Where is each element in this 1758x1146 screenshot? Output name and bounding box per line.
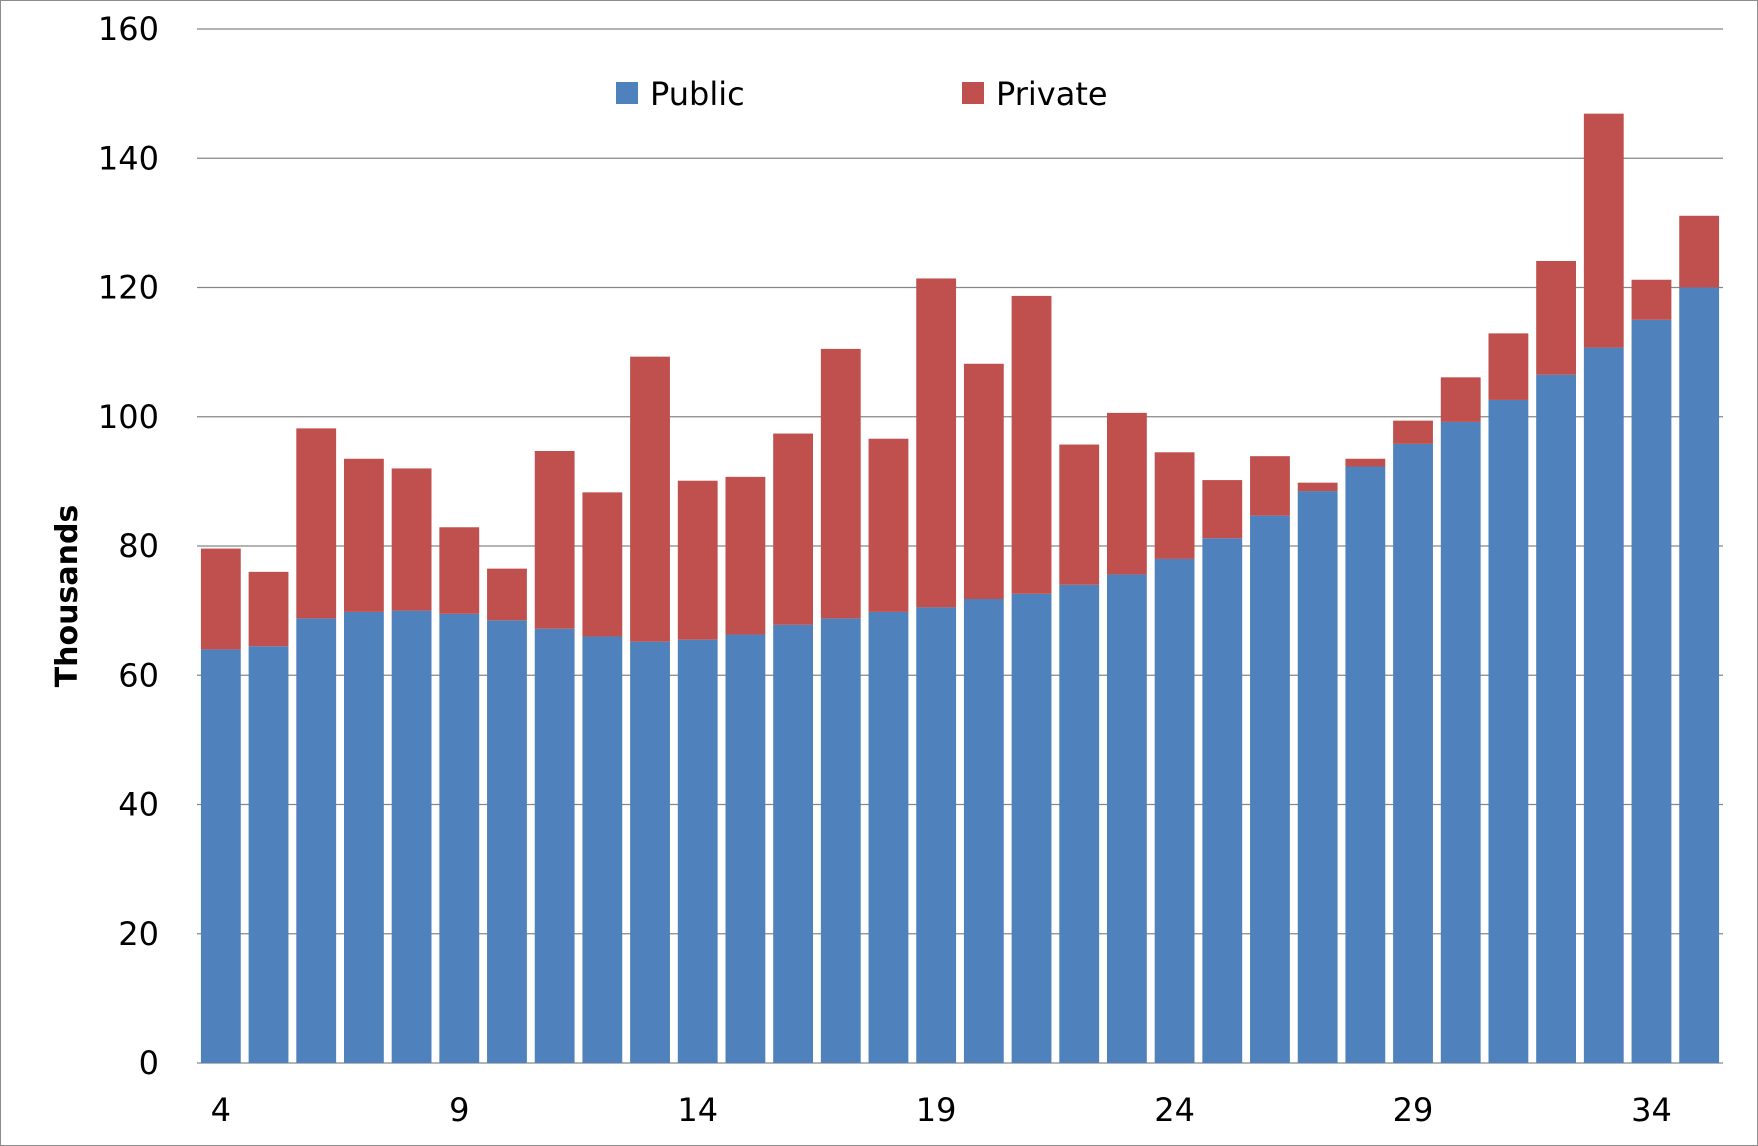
x-tick-label: 34: [1631, 1091, 1672, 1129]
bar-private-17: [820, 348, 861, 619]
bar-public-7: [343, 611, 384, 1063]
y-tick-label: 140: [98, 139, 159, 177]
bar-private-34: [1631, 279, 1672, 320]
bar-private-6: [296, 428, 337, 619]
bar-private-16: [773, 433, 814, 625]
y-tick-label: 120: [98, 269, 159, 307]
y-tick-label: 80: [118, 527, 159, 565]
x-tick-label: 29: [1393, 1091, 1434, 1129]
y-tick-label: 160: [98, 10, 159, 48]
bar-private-32: [1536, 261, 1577, 375]
bar-private-20: [963, 363, 1004, 599]
bar-public-27: [1297, 491, 1338, 1064]
bar-public-13: [630, 641, 670, 1063]
bar-private-33: [1583, 113, 1624, 348]
bar-public-24: [1154, 558, 1195, 1063]
bar-public-17: [820, 618, 861, 1063]
bar-private-19: [916, 278, 957, 608]
bar-public-15: [725, 634, 766, 1063]
bar-private-12: [582, 492, 623, 637]
bar-public-32: [1536, 374, 1577, 1063]
bar-private-29: [1393, 420, 1433, 444]
bar-private-25: [1202, 480, 1243, 539]
x-tick-label: 9: [449, 1091, 469, 1129]
bars: [200, 113, 1720, 1064]
bar-public-16: [773, 624, 814, 1063]
x-axis-ticks: 4 9 14 19 24 29 34: [211, 1091, 1672, 1129]
y-tick-label: 20: [118, 915, 159, 953]
bar-private-9: [439, 527, 480, 614]
x-tick-label: 14: [677, 1091, 718, 1129]
y-tick-label: 40: [118, 786, 159, 824]
bar-private-22: [1059, 444, 1100, 585]
bar-public-34: [1631, 319, 1672, 1063]
bar-public-8: [391, 610, 432, 1063]
y-tick-label: 100: [98, 398, 159, 436]
bar-public-29: [1393, 443, 1433, 1064]
y-axis-ticks: 0 20 40 60 80 100 120 140 160: [98, 10, 159, 1082]
x-tick-label: 24: [1154, 1091, 1195, 1129]
y-tick-label: 0: [139, 1044, 159, 1082]
bar-private-23: [1106, 412, 1147, 575]
bar-public-25: [1202, 538, 1243, 1063]
y-axis-title: Thousands: [50, 505, 85, 688]
bar-public-4: [200, 649, 241, 1063]
legend-swatch-private: [962, 82, 984, 104]
y-tick-label: 60: [118, 656, 159, 694]
bar-public-30: [1440, 421, 1481, 1063]
bar-public-20: [963, 598, 1004, 1063]
bar-public-26: [1250, 515, 1290, 1063]
bar-private-31: [1488, 333, 1529, 400]
legend-label-public: Public: [650, 75, 745, 113]
bar-private-21: [1011, 295, 1052, 594]
bar-private-11: [534, 451, 575, 629]
bar-public-14: [677, 639, 718, 1063]
bar-private-10: [487, 568, 527, 621]
x-tick-label: 19: [916, 1091, 957, 1129]
bar-public-19: [916, 607, 957, 1063]
legend: Public Private: [616, 75, 1108, 113]
bar-public-23: [1106, 574, 1147, 1063]
bar-public-18: [868, 611, 909, 1063]
bar-public-6: [296, 618, 337, 1063]
bar-private-27: [1297, 482, 1338, 492]
bar-private-24: [1154, 452, 1195, 559]
bar-private-5: [248, 571, 289, 647]
bar-private-30: [1440, 377, 1481, 422]
bar-public-35: [1679, 287, 1720, 1063]
bar-private-8: [391, 468, 432, 611]
bar-private-26: [1250, 456, 1290, 516]
bar-public-31: [1488, 399, 1529, 1063]
bar-private-28: [1345, 458, 1386, 467]
bar-private-35: [1679, 215, 1720, 288]
bar-private-4: [200, 548, 241, 650]
bar-public-5: [248, 646, 289, 1063]
bar-public-12: [582, 636, 623, 1063]
bar-public-28: [1345, 466, 1386, 1064]
bar-public-33: [1583, 347, 1624, 1063]
bar-private-13: [630, 356, 670, 642]
bar-private-7: [343, 458, 384, 612]
bar-public-11: [534, 628, 575, 1063]
bar-private-14: [677, 480, 718, 640]
bar-public-21: [1011, 593, 1052, 1063]
bar-public-22: [1059, 584, 1100, 1063]
bar-private-15: [725, 476, 766, 635]
legend-label-private: Private: [996, 75, 1108, 113]
bar-public-10: [487, 620, 527, 1063]
legend-swatch-public: [616, 82, 638, 104]
bar-private-18: [868, 438, 909, 612]
bar-public-9: [439, 613, 480, 1063]
x-tick-label: 4: [211, 1091, 231, 1129]
